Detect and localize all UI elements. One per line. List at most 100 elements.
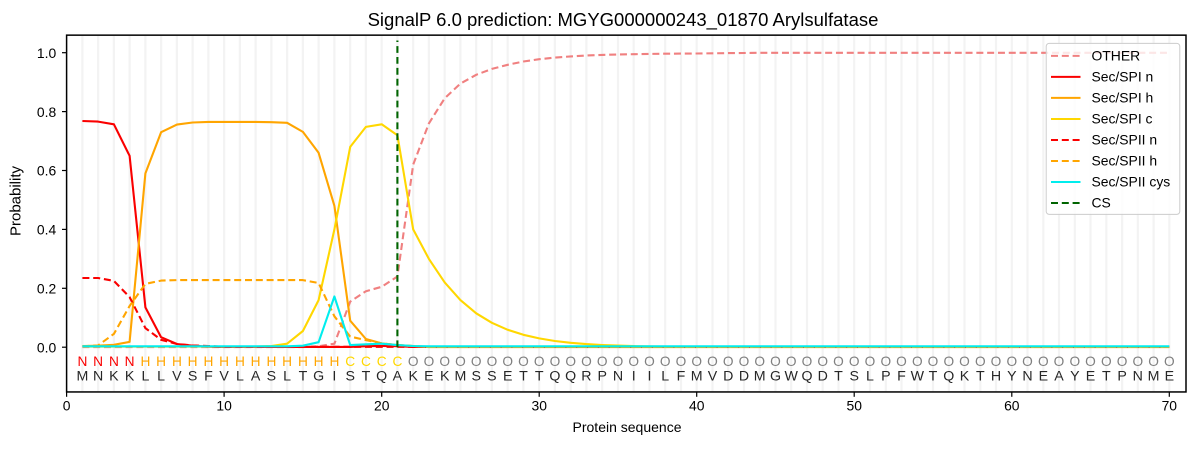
svg-text:Sec/SPI n: Sec/SPI n xyxy=(1092,69,1154,85)
svg-text:O: O xyxy=(691,354,702,369)
svg-text:O: O xyxy=(817,354,828,369)
svg-text:T: T xyxy=(362,368,371,384)
svg-text:O: O xyxy=(991,354,1002,369)
svg-text:H: H xyxy=(251,354,261,369)
svg-text:Y: Y xyxy=(1007,368,1017,384)
svg-text:O: O xyxy=(408,354,419,369)
svg-text:CS: CS xyxy=(1092,195,1111,211)
svg-text:Sec/SPI c: Sec/SPI c xyxy=(1092,111,1153,127)
svg-text:M: M xyxy=(1148,368,1160,384)
svg-text:L: L xyxy=(236,368,244,384)
svg-text:W: W xyxy=(784,368,798,384)
svg-text:T: T xyxy=(535,368,544,384)
svg-text:T: T xyxy=(519,368,528,384)
svg-text:O: O xyxy=(550,354,561,369)
svg-text:O: O xyxy=(628,354,639,369)
svg-text:O: O xyxy=(676,354,687,369)
svg-text:H: H xyxy=(298,354,308,369)
svg-text:0.2: 0.2 xyxy=(37,281,57,297)
svg-text:S: S xyxy=(345,368,354,384)
svg-text:M: M xyxy=(691,368,703,384)
svg-text:H: H xyxy=(329,354,339,369)
svg-text:O: O xyxy=(1069,354,1080,369)
svg-text:Sec/SPII n: Sec/SPII n xyxy=(1092,132,1158,148)
svg-text:OTHER: OTHER xyxy=(1092,48,1141,64)
svg-text:N: N xyxy=(613,368,623,384)
svg-text:H: H xyxy=(203,354,213,369)
svg-text:O: O xyxy=(1132,354,1143,369)
svg-text:0.4: 0.4 xyxy=(37,222,57,238)
svg-text:T: T xyxy=(834,368,843,384)
svg-text:O: O xyxy=(518,354,529,369)
svg-text:T: T xyxy=(299,368,308,384)
svg-text:E: E xyxy=(1086,368,1095,384)
svg-text:C: C xyxy=(392,354,402,369)
svg-text:O: O xyxy=(565,354,576,369)
svg-text:O: O xyxy=(502,354,513,369)
svg-text:N: N xyxy=(93,354,103,369)
svg-text:0.0: 0.0 xyxy=(37,339,57,355)
svg-text:E: E xyxy=(1039,368,1048,384)
svg-text:G: G xyxy=(770,368,781,384)
svg-text:H: H xyxy=(219,354,229,369)
svg-text:H: H xyxy=(140,354,150,369)
svg-text:H: H xyxy=(314,354,324,369)
svg-text:20: 20 xyxy=(374,398,390,414)
svg-text:O: O xyxy=(880,354,891,369)
svg-text:N: N xyxy=(1022,368,1032,384)
svg-text:F: F xyxy=(897,368,906,384)
svg-text:K: K xyxy=(408,368,418,384)
svg-text:Sec/SPII cys: Sec/SPII cys xyxy=(1092,174,1171,190)
svg-text:Sec/SPI h: Sec/SPI h xyxy=(1092,90,1154,106)
svg-text:O: O xyxy=(1022,354,1033,369)
svg-text:V: V xyxy=(219,368,229,384)
svg-text:O: O xyxy=(660,354,671,369)
svg-text:O: O xyxy=(865,354,876,369)
svg-text:K: K xyxy=(125,368,135,384)
svg-text:M: M xyxy=(454,368,466,384)
svg-text:S: S xyxy=(188,368,197,384)
svg-text:H: H xyxy=(188,354,198,369)
svg-text:O: O xyxy=(723,354,734,369)
svg-text:D: D xyxy=(739,368,749,384)
svg-text:O: O xyxy=(754,354,765,369)
svg-text:O: O xyxy=(975,354,986,369)
svg-text:T: T xyxy=(1102,368,1111,384)
svg-text:1.0: 1.0 xyxy=(37,45,57,61)
svg-text:10: 10 xyxy=(216,398,232,414)
svg-text:O: O xyxy=(424,354,435,369)
svg-text:C: C xyxy=(345,354,355,369)
svg-text:H: H xyxy=(172,354,182,369)
svg-text:O: O xyxy=(644,354,655,369)
svg-text:T: T xyxy=(976,368,985,384)
svg-text:Q: Q xyxy=(801,368,812,384)
svg-text:N: N xyxy=(77,354,87,369)
svg-text:P: P xyxy=(881,368,890,384)
svg-text:I: I xyxy=(332,368,336,384)
svg-text:O: O xyxy=(896,354,907,369)
svg-text:O: O xyxy=(1101,354,1112,369)
svg-text:R: R xyxy=(581,368,591,384)
svg-text:O: O xyxy=(943,354,954,369)
svg-text:O: O xyxy=(1085,354,1096,369)
svg-text:A: A xyxy=(393,368,403,384)
svg-text:O: O xyxy=(770,354,781,369)
svg-text:O: O xyxy=(928,354,939,369)
svg-text:0.8: 0.8 xyxy=(37,104,57,120)
svg-text:60: 60 xyxy=(1004,398,1020,414)
svg-text:P: P xyxy=(597,368,606,384)
svg-text:K: K xyxy=(440,368,450,384)
svg-text:C: C xyxy=(377,354,387,369)
svg-text:K: K xyxy=(960,368,970,384)
svg-text:L: L xyxy=(157,368,165,384)
svg-text:D: D xyxy=(723,368,733,384)
svg-text:O: O xyxy=(707,354,718,369)
svg-text:L: L xyxy=(141,368,149,384)
svg-text:O: O xyxy=(912,354,923,369)
svg-text:O: O xyxy=(739,354,750,369)
svg-text:O: O xyxy=(1054,354,1065,369)
svg-text:0: 0 xyxy=(63,398,71,414)
svg-text:N: N xyxy=(109,354,119,369)
svg-text:H: H xyxy=(282,354,292,369)
svg-text:O: O xyxy=(534,354,545,369)
